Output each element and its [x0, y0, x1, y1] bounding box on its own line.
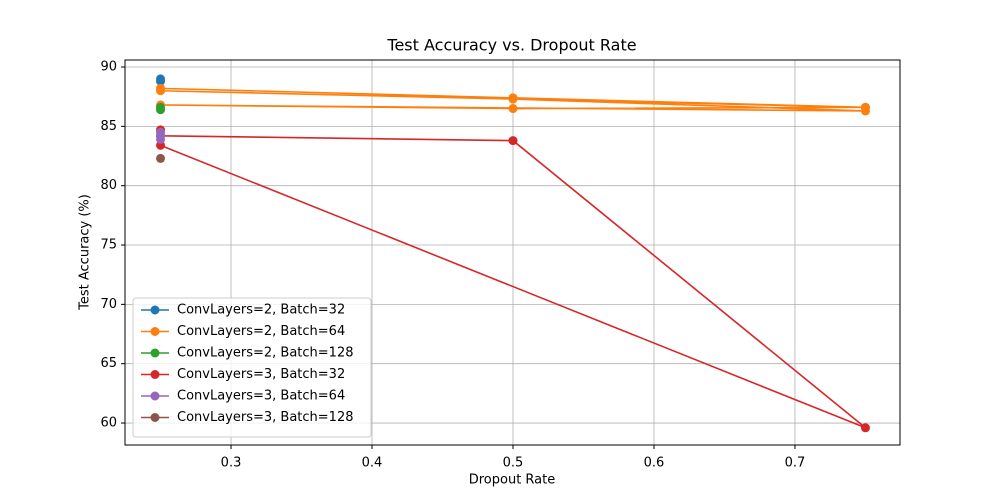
- data-point: [156, 86, 166, 96]
- data-point: [860, 102, 870, 112]
- x-tick-label: 0.6: [644, 456, 665, 471]
- x-axis-label: Dropout Rate: [469, 473, 556, 488]
- legend: ConvLayers=2, Batch=32 ConvLayers=2, Batc…: [132, 297, 372, 438]
- legend-label: ConvLayers=2, Batch=32: [177, 303, 345, 318]
- data-point: [156, 76, 166, 86]
- plot-frame: [124, 59, 901, 446]
- y-tick-label: 85: [100, 119, 117, 134]
- data-point: [156, 153, 166, 163]
- legend-box: [132, 297, 372, 438]
- legend-label: ConvLayers=2, Batch=64: [177, 324, 345, 339]
- legend-marker: [150, 348, 160, 358]
- y-tick-label: 80: [100, 178, 117, 193]
- legend-label: ConvLayers=3, Batch=32: [177, 367, 345, 382]
- legend-marker: [150, 305, 160, 315]
- legend-label: ConvLayers=2, Batch=128: [177, 346, 353, 361]
- chart-title: Test Accuracy vs. Dropout Rate: [386, 36, 636, 55]
- data-point: [508, 104, 518, 114]
- data-point: [156, 105, 166, 115]
- legend-label: ConvLayers=3, Batch=128: [177, 410, 353, 425]
- x-tick-label: 0.7: [785, 456, 806, 471]
- x-tick-label: 0.4: [362, 456, 383, 471]
- y-axis-label: Test Accuracy (%): [78, 194, 93, 311]
- legend-marker: [150, 413, 160, 422]
- x-tick-label: 0.5: [503, 456, 524, 471]
- y-tick-label: 70: [100, 297, 117, 312]
- data-point: [508, 136, 518, 146]
- y-tick-label: 75: [100, 238, 117, 253]
- y-tick-label: 60: [100, 416, 117, 431]
- data-point: [156, 134, 166, 144]
- y-tick-label: 90: [100, 60, 117, 75]
- data-point: [508, 94, 518, 104]
- y-tick-label: 65: [100, 356, 117, 371]
- legend-label: ConvLayers=3, Batch=64: [177, 389, 345, 404]
- legend-marker: [150, 391, 160, 401]
- data-point: [860, 423, 870, 433]
- legend-marker: [150, 327, 160, 336]
- legend-marker: [150, 370, 160, 379]
- x-tick-label: 0.3: [221, 456, 242, 471]
